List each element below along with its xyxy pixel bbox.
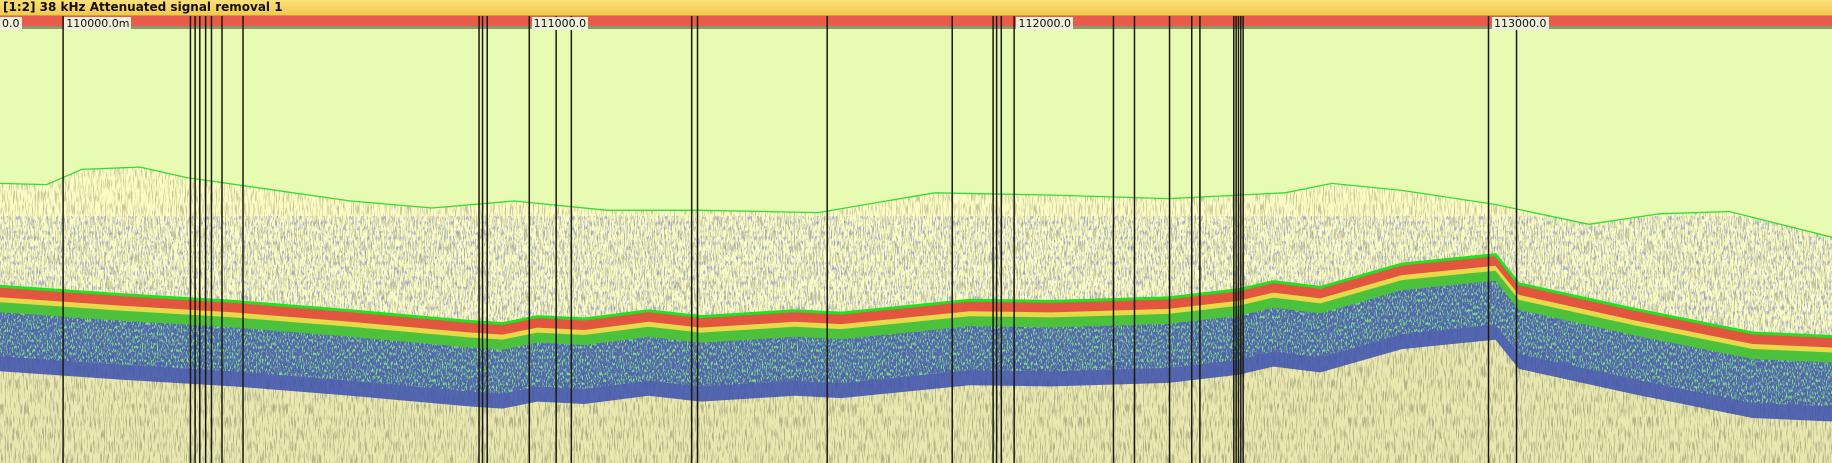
ruler-edge [0,26,1832,29]
bad-data-lines [62,16,1518,463]
echogram [0,16,1832,463]
distance-label: 110000.0m [64,17,132,30]
layer-line [0,166,1832,238]
ruler-band [0,16,1832,28]
distance-label: 113000.0 [1492,17,1549,30]
distance-label: 0.0 [0,17,22,30]
red-band [0,254,1832,348]
distance-label: 111000.0 [531,17,589,30]
distance-label: 112000.0 [1016,17,1073,30]
green-band [0,268,1832,363]
window-title: [1:2] 38 kHz Attenuated signal removal 1 [0,0,1832,16]
